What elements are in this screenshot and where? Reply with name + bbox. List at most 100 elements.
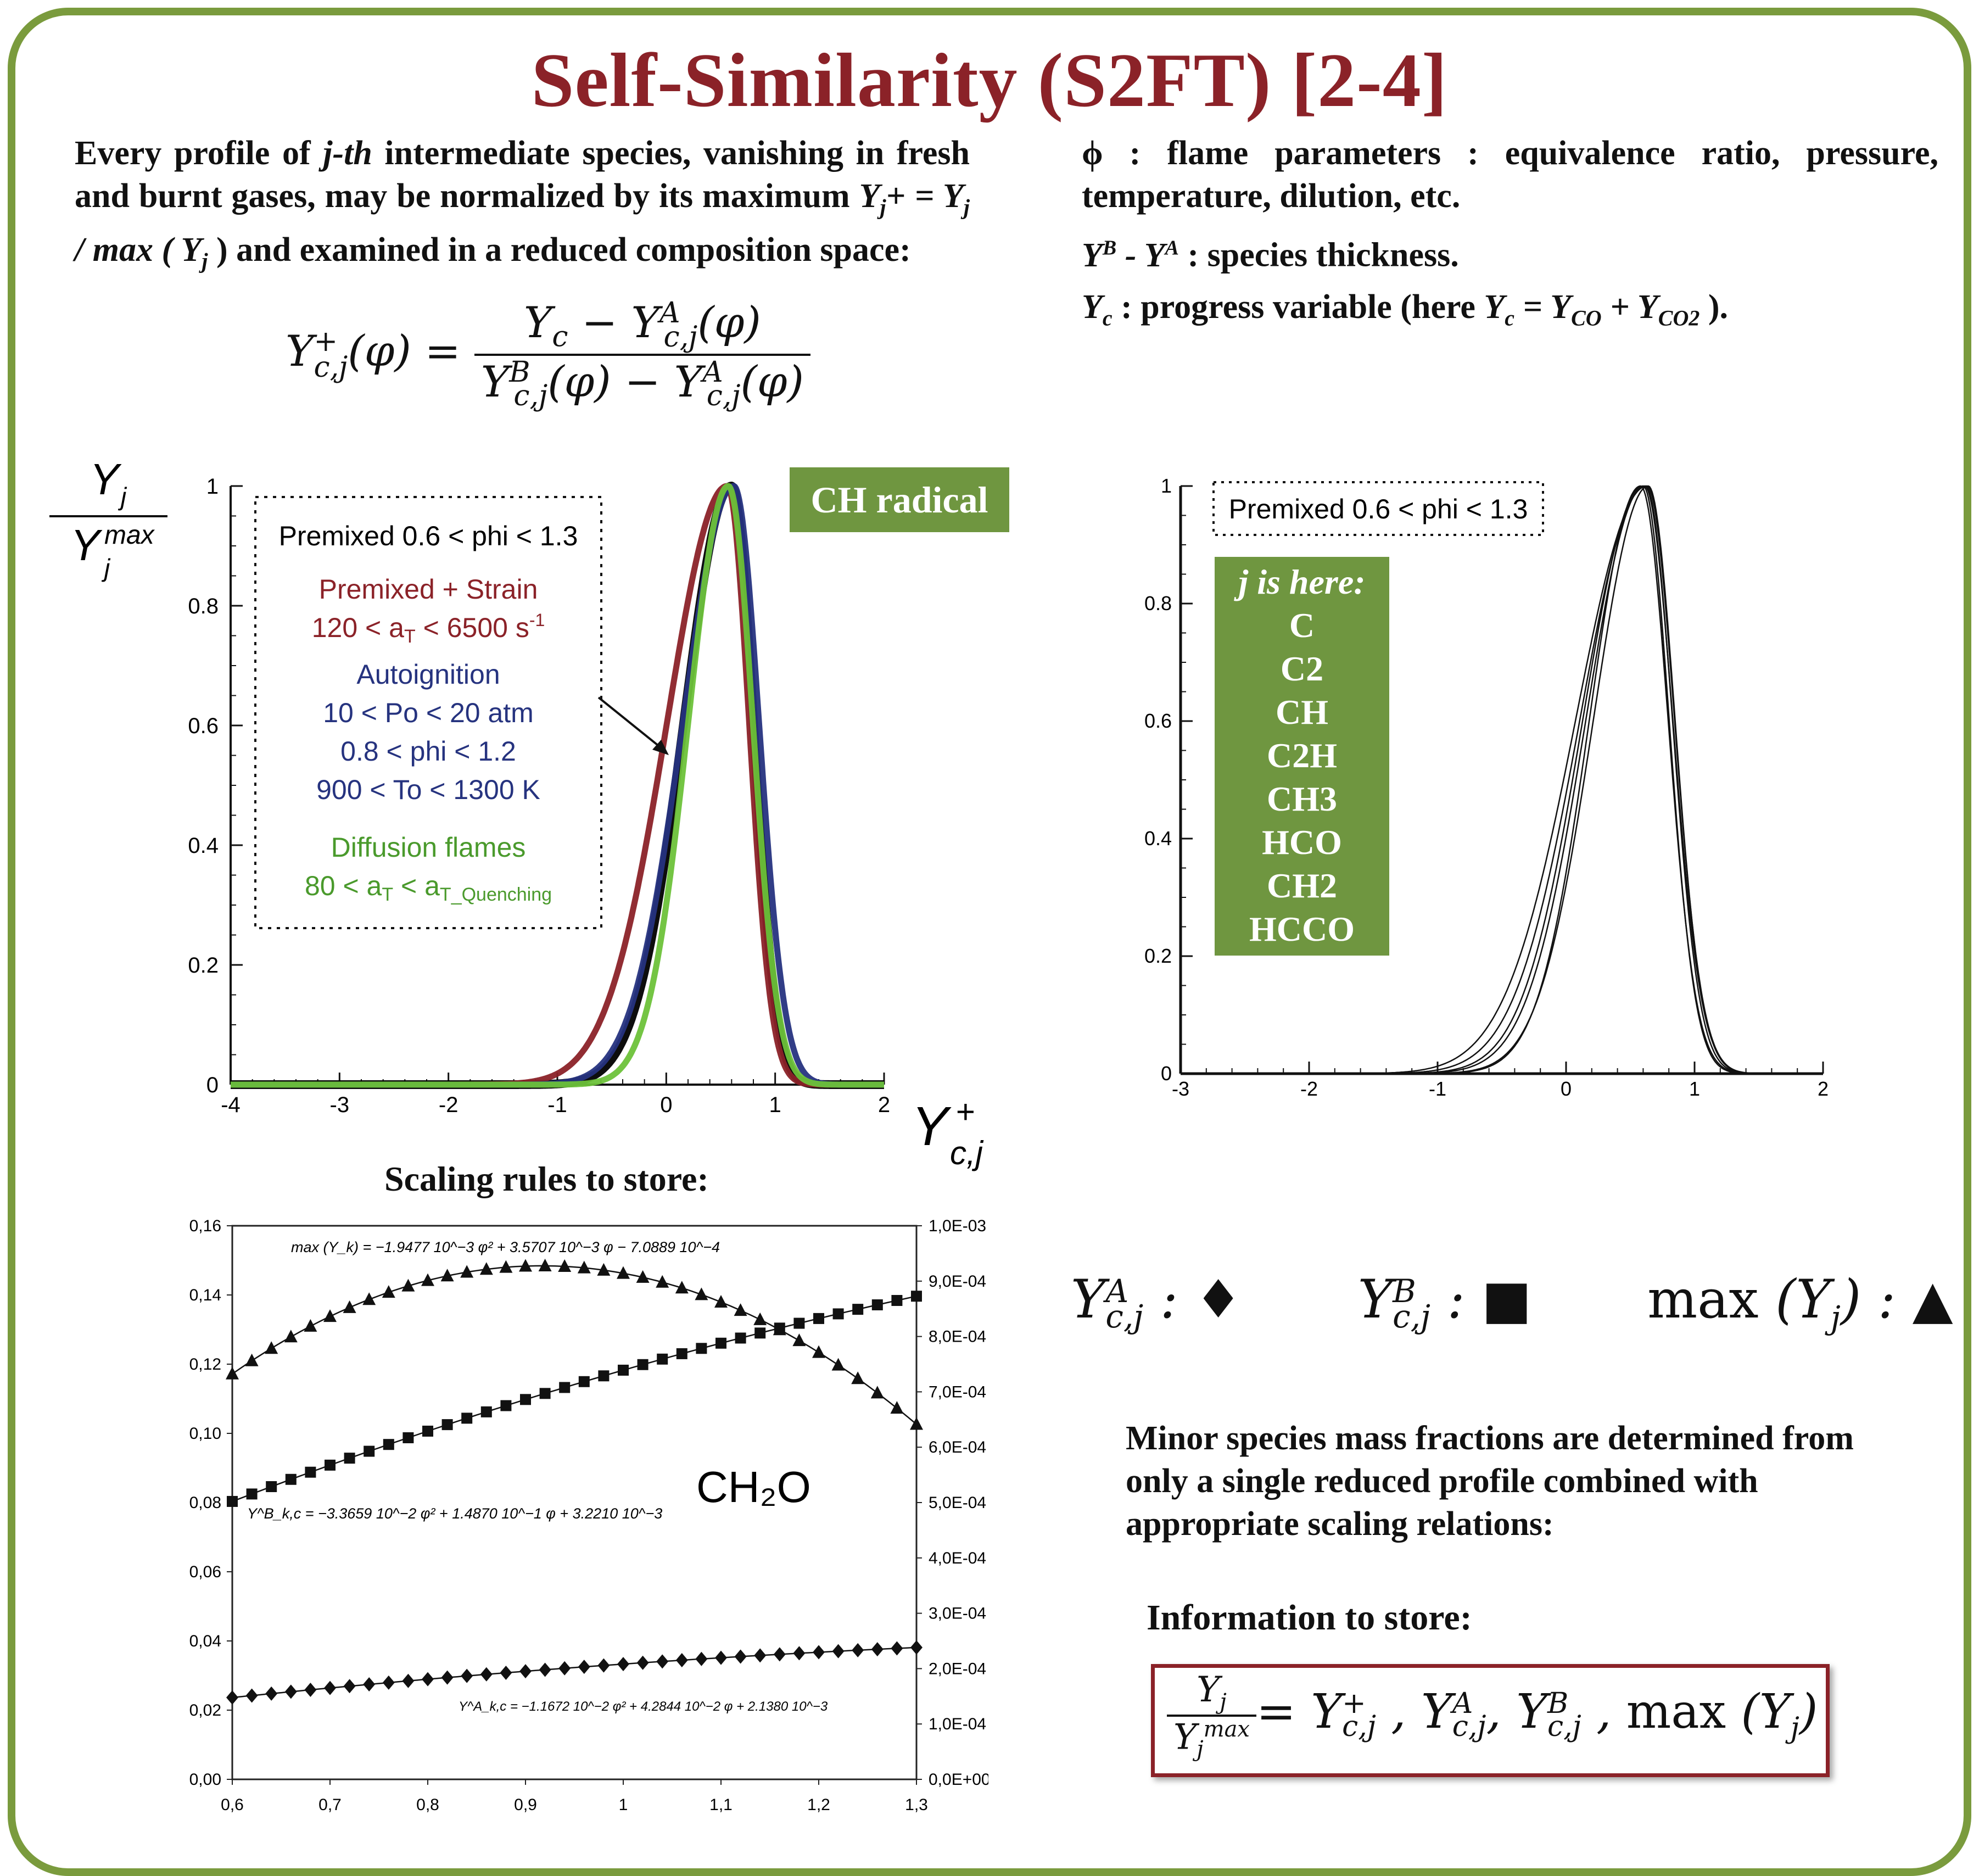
- data-point-square: [832, 1308, 844, 1320]
- data-point-diamond: [695, 1651, 708, 1666]
- data-point-triangle: [597, 1263, 611, 1276]
- data-point-diamond: [871, 1642, 884, 1657]
- b-fit-annotation: Y^B_k,c = −3.3659 10^−2 φ² + 1.4870 10^−…: [247, 1505, 662, 1522]
- data-point-diamond: [343, 1679, 356, 1694]
- data-point-square: [441, 1419, 453, 1431]
- scaling-title: Scaling rules to store:: [384, 1159, 709, 1198]
- y-tick-label: 0.8: [1144, 592, 1172, 615]
- y-left-tick-label: 0,14: [189, 1286, 221, 1304]
- data-point-diamond: [245, 1688, 258, 1703]
- x-tick-label: -2: [1300, 1077, 1318, 1100]
- x-tick-label: -3: [330, 1093, 350, 1117]
- y-right-tick-label: 8,0E-04: [929, 1328, 986, 1346]
- data-point-square: [618, 1364, 629, 1376]
- data-point-diamond: [617, 1657, 629, 1672]
- y-tick-label: 1: [1161, 474, 1172, 497]
- data-point-triangle: [538, 1258, 552, 1271]
- species-list-box: j is here: C C2 CH C2H CH3 HCO CH2 HCCO: [1215, 557, 1389, 956]
- data-point-triangle: [519, 1259, 532, 1272]
- data-point-square: [500, 1400, 512, 1411]
- y-left-tick-label: 0,00: [189, 1771, 221, 1789]
- x-tick-label: -4: [221, 1093, 241, 1117]
- data-point-triangle: [636, 1270, 650, 1283]
- data-point-diamond: [793, 1646, 806, 1661]
- data-point-triangle: [675, 1281, 689, 1294]
- data-point-triangle: [890, 1401, 904, 1414]
- data-point-square: [598, 1370, 610, 1382]
- page-title: Self-Similarity (S2FT) [2-4]: [531, 38, 1448, 123]
- y-right-tick-label: 1,0E-03: [929, 1217, 986, 1235]
- y-left-tick-label: 0,06: [189, 1563, 221, 1581]
- data-point-triangle: [304, 1319, 317, 1332]
- y-left-tick-label: 0,10: [189, 1425, 221, 1443]
- info-title: Information to store:: [1147, 1598, 1472, 1638]
- legend-auto-title: Autoignition: [356, 659, 500, 690]
- data-point-diamond: [675, 1653, 688, 1668]
- a-fit-annotation: Y^A_k,c = −1.1672 10^−2 φ² + 4.2844 10^−…: [459, 1699, 828, 1714]
- data-point-diamond: [382, 1675, 395, 1690]
- species-item: CH2: [1267, 866, 1337, 905]
- legend-auto-p: 10 < Po < 20 atm: [323, 697, 534, 728]
- y-tick-label: 0.8: [188, 594, 219, 618]
- legend-strain-title: Premixed + Strain: [319, 574, 538, 605]
- data-point-square: [793, 1317, 805, 1329]
- species-item: C2H: [1267, 736, 1337, 775]
- data-point-diamond: [539, 1662, 551, 1677]
- ch-radical-plot: -4 -3 -2 -1 0 1 2 0 0.2 0.4 0.6 0.8 1 Premixed 0.6 < …: [49, 455, 984, 1171]
- y-tick-label: 0.2: [1144, 945, 1172, 967]
- strain-sup: -1: [529, 610, 545, 630]
- y-right-tick-label: 6,0E-04: [929, 1438, 986, 1456]
- species-item: C: [1289, 606, 1315, 645]
- data-point-square: [402, 1432, 414, 1444]
- data-point-square: [480, 1406, 492, 1417]
- data-point-square: [344, 1453, 355, 1464]
- legend-diffusion-title: Diffusion flames: [331, 832, 526, 863]
- x-axis-label: Y: [912, 1096, 952, 1157]
- data-point-square: [559, 1382, 571, 1393]
- scaling-chart: 0,6 0,7 0,8 0,9 1 1,1 1,2 1,3 0,00 0,02 0,04 0,06 0,…: [189, 1217, 988, 1814]
- data-point-square: [735, 1332, 746, 1344]
- data-point-square: [325, 1459, 336, 1471]
- data-point-square: [285, 1473, 297, 1485]
- intro-eq: + = Yj / max ( Yj: [75, 177, 970, 273]
- species-profiles-plot: -3 -2 -1 0 1 2 0 0.2 0.4 0.6 0.8 1 Premixed 0.6 < ph…: [1144, 474, 1829, 1100]
- data-point-square: [637, 1359, 649, 1370]
- y-tick-label: 0.6: [188, 714, 219, 738]
- x-tick-label: -2: [439, 1093, 459, 1117]
- x-tick-label: 0: [1561, 1077, 1572, 1100]
- y-right-tick-label: 4,0E-04: [929, 1549, 986, 1567]
- intro-text-2: intermediate species, vanishing in fresh…: [75, 135, 970, 215]
- data-point-triangle: [479, 1262, 493, 1275]
- legend-arrowhead: [652, 740, 669, 755]
- data-point-triangle: [440, 1269, 454, 1282]
- data-point-triangle: [343, 1300, 356, 1313]
- data-point-triangle: [382, 1285, 395, 1298]
- data-point-triangle: [284, 1330, 298, 1343]
- legend-premixed: Premixed 0.6 < phi < 1.3: [279, 521, 578, 551]
- legend-diffusion-range: 80 < aT < aT_Quenching: [305, 870, 552, 905]
- data-point-triangle: [714, 1294, 728, 1308]
- y-right-tick-label: 9,0E-04: [929, 1272, 986, 1291]
- y-left-tick-label: 0,16: [189, 1217, 221, 1235]
- normalization-equation: Y + c,j (φ) = Yc − YAc,j(φ) YBc,j(φ) − YAc,…: [286, 297, 810, 412]
- strain-sub: T: [404, 626, 416, 647]
- legend-arrow: [597, 696, 664, 751]
- data-point-diamond: [578, 1660, 590, 1674]
- data-point-triangle: [831, 1358, 845, 1371]
- data-point-square: [461, 1412, 473, 1424]
- data-point-triangle: [226, 1366, 239, 1380]
- data-point-triangle: [734, 1303, 747, 1316]
- x-tick-label: 0: [660, 1093, 672, 1117]
- species-item: CH: [1276, 693, 1328, 732]
- y-tick-label: 0.2: [188, 953, 219, 978]
- data-point-diamond: [597, 1658, 610, 1673]
- data-point-diamond: [773, 1647, 786, 1662]
- data-point-diamond: [363, 1677, 376, 1692]
- diff-sub2: T_Quenching: [440, 884, 552, 905]
- x-tick-label: 2: [878, 1093, 890, 1117]
- y-tick-label: 1: [206, 474, 219, 499]
- intro-paragraph: Every profile of j-th intermediate speci…: [75, 132, 970, 283]
- intro-text-1: Every profile of: [75, 135, 323, 172]
- data-point-diamond: [832, 1644, 845, 1659]
